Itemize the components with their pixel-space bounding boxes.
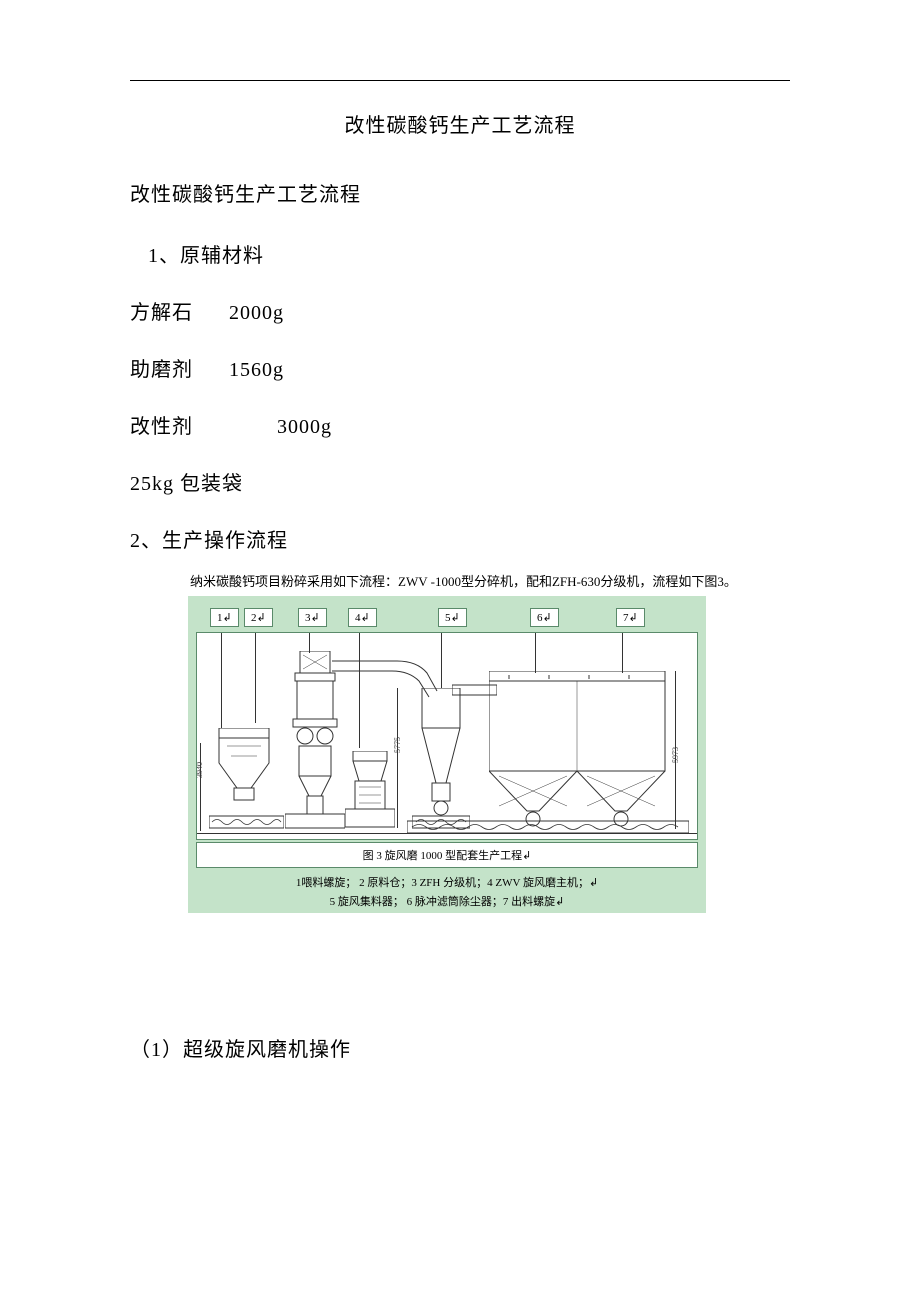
diagram-label-4: 4↲	[348, 608, 377, 627]
leader-line	[255, 633, 256, 723]
material-row: 助磨剂 1560g	[130, 353, 790, 382]
legend-line-1: 1喂料螺旋； 2 原料仓；3 ZFH 分级机；4 ZWV 旋风磨主机；↲	[188, 874, 706, 893]
dim-left: 3940	[196, 762, 204, 778]
material-gap	[193, 416, 277, 438]
ground-line	[197, 833, 697, 834]
top-horizontal-rule	[130, 80, 790, 81]
material-row: 改性剂 3000g	[130, 410, 790, 439]
baghouse-icon	[489, 671, 669, 833]
material-gap	[193, 302, 229, 324]
leader-line	[535, 633, 536, 673]
dim-line	[397, 688, 398, 828]
material-amount: 2000g	[229, 302, 284, 324]
diagram-top-caption: 纳米碳酸钙项目粉碎采用如下流程：ZWV -1000型分碎机，配和ZFH-630分…	[190, 571, 790, 590]
feed-hopper-icon	[209, 728, 284, 833]
diagram-background: 1↲ 2↲ 3↲ 4↲ 5↲ 6↲ 7↲ 3940	[188, 596, 706, 913]
page-title: 改性碳酸钙生产工艺流程	[130, 109, 790, 138]
material-row: 方解石 2000g	[130, 296, 790, 325]
dim-right: 5973	[671, 747, 680, 763]
diagram-container: 1↲ 2↲ 3↲ 4↲ 5↲ 6↲ 7↲ 3940	[188, 596, 706, 913]
section-1-heading: 1、原辅材料	[148, 239, 790, 268]
schematic-drawing: 3940	[196, 632, 698, 840]
material-name: 方解石	[130, 302, 193, 324]
diagram-label-3: 3↲	[298, 608, 327, 627]
figure-caption: 图 3 旋风磨 1000 型配套生产工程↲	[196, 842, 698, 868]
material-name: 助磨剂	[130, 359, 193, 381]
section-3-heading: （1）超级旋风磨机操作	[130, 1033, 790, 1062]
material-amount: 1560g	[229, 359, 284, 381]
diagram-label-7: 7↲	[616, 608, 645, 627]
mill-icon	[345, 751, 395, 831]
subtitle: 改性碳酸钙生产工艺流程	[130, 178, 790, 207]
leader-line	[622, 633, 623, 673]
section-2-heading: 2、生产操作流程	[130, 524, 790, 553]
leader-line	[309, 633, 310, 653]
material-name: 25kg 包装袋	[130, 473, 243, 495]
cyclone-icon	[412, 688, 470, 833]
document-page: 改性碳酸钙生产工艺流程 改性碳酸钙生产工艺流程 1、原辅材料 方解石 2000g…	[0, 0, 920, 1122]
material-amount: 3000g	[277, 416, 332, 438]
figure-legend: 1喂料螺旋； 2 原料仓；3 ZFH 分级机；4 ZWV 旋风磨主机；↲ 5 旋…	[188, 868, 706, 913]
diagram-label-1: 1↲	[210, 608, 239, 627]
legend-line-2: 5 旋风集料器； 6 脉冲滤筒除尘器；7 出料螺旋↲	[188, 893, 706, 912]
material-name: 改性剂	[130, 416, 193, 438]
diagram-label-6: 6↲	[530, 608, 559, 627]
diagram-label-row: 1↲ 2↲ 3↲ 4↲ 5↲ 6↲ 7↲	[188, 596, 706, 630]
dim-line	[200, 743, 201, 831]
material-row: 25kg 包装袋	[130, 467, 790, 496]
leader-line	[221, 633, 222, 728]
diagram-label-5: 5↲	[438, 608, 467, 627]
diagram-label-2: 2↲	[244, 608, 273, 627]
material-gap	[193, 359, 229, 381]
